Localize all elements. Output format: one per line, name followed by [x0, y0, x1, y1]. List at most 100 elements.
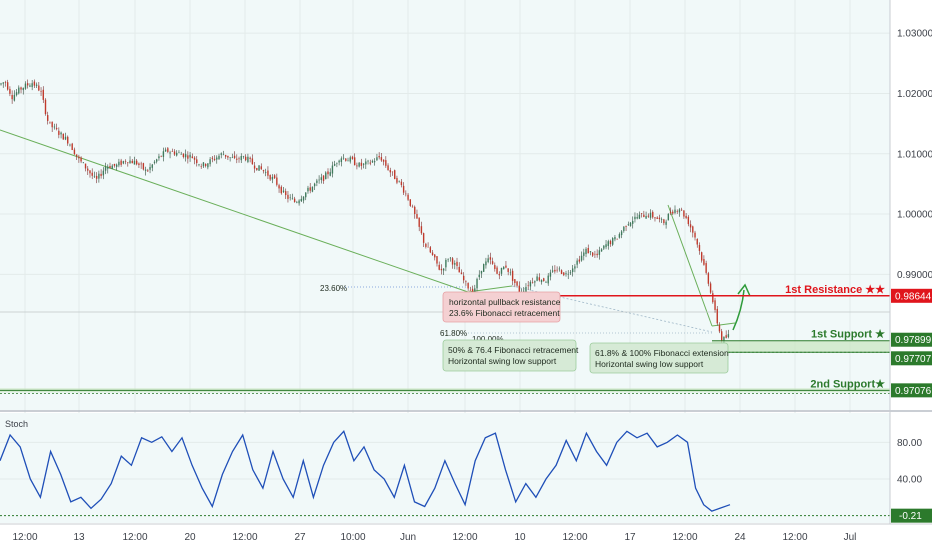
candle-body	[667, 213, 670, 221]
candle-body	[534, 281, 536, 283]
candle-body	[44, 99, 47, 115]
extension-line	[667, 204, 713, 327]
level-support-2-name: 2nd Support★	[810, 378, 885, 390]
candle-body	[649, 212, 652, 218]
candle-body	[340, 158, 343, 163]
candle-body	[162, 151, 165, 157]
candle-body	[618, 234, 621, 238]
level-support-1b-price-tag	[891, 351, 932, 366]
time-tick-label: 17	[624, 532, 636, 543]
candle-body	[209, 159, 211, 165]
candle-body	[42, 89, 44, 100]
candle-body	[609, 240, 612, 245]
candle-body	[598, 250, 601, 255]
candle-body	[578, 259, 581, 262]
candle-body	[102, 170, 105, 176]
candle-body	[293, 198, 296, 202]
candle-body	[211, 157, 214, 159]
level-support-2-price-tag	[891, 383, 932, 398]
candle-body	[605, 244, 607, 248]
candle-body	[425, 243, 427, 247]
candle-body	[614, 237, 616, 240]
candle-body	[462, 275, 465, 281]
time-tick-label: 12:00	[782, 532, 807, 543]
stoch-value-tag	[891, 508, 932, 523]
candle-body	[311, 186, 314, 192]
candle-body	[302, 196, 305, 201]
candle-body	[160, 155, 162, 157]
candle-body	[645, 216, 647, 219]
candle-body	[38, 85, 40, 91]
price-axis[interactable]: 1.03000 1.02000 1.01000 1.00000 0.99000	[897, 29, 932, 281]
time-axis[interactable]: 12:00 13 12:00 20 12:00 27 10:00 Jun 12:00 10 12:0…	[12, 532, 856, 543]
candle-body	[594, 253, 596, 255]
time-tick-label: 12:00	[122, 532, 147, 543]
candle-body	[583, 252, 585, 256]
candle-body	[73, 149, 76, 155]
candle-body	[445, 259, 447, 268]
candle-body	[258, 165, 260, 171]
candle-body	[138, 163, 140, 166]
candle-body	[80, 157, 82, 162]
candle-body	[665, 221, 667, 225]
candle-body	[500, 268, 503, 274]
candle-body	[523, 290, 525, 292]
candle-body	[207, 163, 209, 168]
candle-body	[616, 238, 618, 240]
time-tick-label: 24	[734, 532, 746, 543]
candle-body	[113, 163, 116, 166]
candle-body	[182, 153, 185, 158]
candle-body	[0, 83, 2, 85]
candle-body	[382, 159, 385, 162]
candle-body	[540, 280, 543, 283]
candle-body	[612, 238, 614, 245]
candle-body	[394, 170, 396, 180]
candle-body	[198, 164, 200, 166]
support-note-line-1: 61.8% & 100% Fibonacci extension	[595, 348, 729, 358]
candle-body	[371, 160, 374, 163]
support2-note-line-2: Horizontal swing low support	[448, 356, 557, 366]
candle-body	[627, 224, 629, 226]
time-tick-label: 10:00	[340, 532, 365, 543]
candle-body	[120, 160, 122, 165]
price-tick-label: 1.00000	[897, 210, 932, 221]
candle-body	[178, 152, 180, 154]
stoch-axis[interactable]: 80.00 40.00 -0.21	[891, 438, 932, 523]
candle-body	[47, 115, 49, 121]
candle-body	[244, 156, 247, 161]
candle-body	[389, 170, 391, 173]
candle-body	[411, 206, 414, 208]
time-tick-label: 10	[514, 532, 526, 543]
fib-100-label: 100.00%	[472, 335, 504, 344]
candle-body	[721, 331, 723, 342]
candle-body	[236, 158, 238, 160]
candle-body	[104, 167, 107, 171]
candle-body	[124, 161, 127, 162]
candle-body	[629, 222, 632, 226]
candle-body	[458, 266, 460, 273]
candle-body	[285, 191, 287, 196]
time-tick-label: 12:00	[12, 532, 37, 543]
candle-body	[15, 92, 18, 96]
candle-body	[24, 83, 27, 89]
candle-body	[115, 164, 118, 167]
candle-body	[51, 121, 53, 128]
candle-body	[347, 160, 349, 162]
candle-body	[327, 171, 329, 175]
candle-body	[187, 155, 189, 159]
candle-body	[322, 175, 325, 181]
candle-body	[260, 166, 262, 170]
candle-body	[529, 282, 532, 287]
price-tick-label: 1.03000	[897, 29, 932, 40]
candle-body	[140, 163, 142, 165]
candle-body	[4, 82, 7, 83]
candle-body	[131, 160, 133, 164]
candle-body	[75, 154, 78, 157]
candle-body	[385, 160, 387, 166]
candle-body	[305, 192, 307, 198]
candle-body	[549, 272, 552, 277]
candle-body	[703, 259, 705, 265]
candle-body	[149, 167, 151, 170]
candle-body	[345, 158, 347, 161]
candle-body	[620, 231, 623, 236]
